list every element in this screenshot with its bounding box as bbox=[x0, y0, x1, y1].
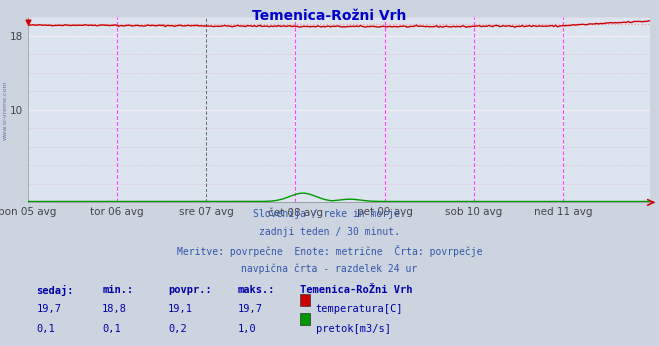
Text: 0,2: 0,2 bbox=[168, 324, 186, 334]
Text: navpična črta - razdelek 24 ur: navpična črta - razdelek 24 ur bbox=[241, 263, 418, 274]
Text: zadnji teden / 30 minut.: zadnji teden / 30 minut. bbox=[259, 227, 400, 237]
Text: min.:: min.: bbox=[102, 285, 133, 295]
Text: 0,1: 0,1 bbox=[36, 324, 55, 334]
Text: 1,0: 1,0 bbox=[237, 324, 256, 334]
Text: www.si-vreme.com: www.si-vreme.com bbox=[3, 81, 8, 140]
Text: temperatura[C]: temperatura[C] bbox=[316, 304, 403, 315]
Text: maks.:: maks.: bbox=[237, 285, 275, 295]
Text: Temenica-RoŽni Vrh: Temenica-RoŽni Vrh bbox=[300, 285, 413, 295]
Text: 19,7: 19,7 bbox=[237, 304, 262, 315]
Text: 18,8: 18,8 bbox=[102, 304, 127, 315]
Text: povpr.:: povpr.: bbox=[168, 285, 212, 295]
Text: pretok[m3/s]: pretok[m3/s] bbox=[316, 324, 391, 334]
Text: Temenica-Rožni Vrh: Temenica-Rožni Vrh bbox=[252, 9, 407, 22]
Text: 19,7: 19,7 bbox=[36, 304, 61, 315]
Text: sedaj:: sedaj: bbox=[36, 285, 74, 297]
Text: Meritve: povrpečne  Enote: metrične  Črta: povrpečje: Meritve: povrpečne Enote: metrične Črta:… bbox=[177, 245, 482, 257]
Text: 19,1: 19,1 bbox=[168, 304, 193, 315]
Text: Slovenija / reke in morje.: Slovenija / reke in morje. bbox=[253, 209, 406, 219]
Text: 0,1: 0,1 bbox=[102, 324, 121, 334]
